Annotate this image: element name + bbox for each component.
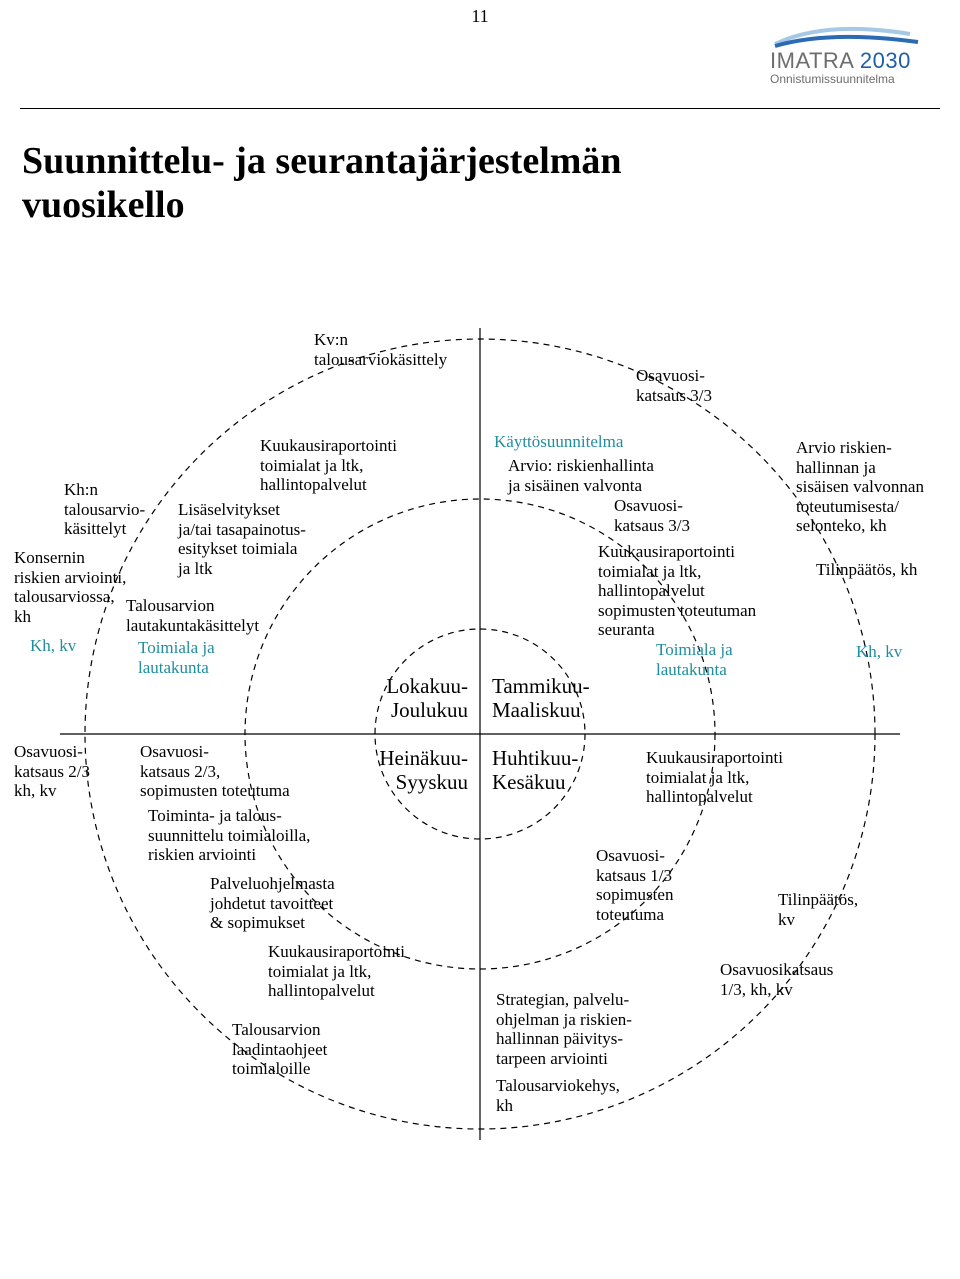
- q2-kehys-label: Talousarviokehys, kh: [496, 1076, 620, 1115]
- quarter-q4-label: Lokakuu- Joulukuu: [386, 674, 468, 722]
- q4-kuukausi-label: Kuukausiraportointi toimialat ja ltk, ha…: [260, 436, 397, 495]
- q2-osa13sop-label: Osavuosi- katsaus 1/3 sopimusten toteutu…: [596, 846, 673, 924]
- logo-subtitle: Onnistumissuunnitelma: [770, 72, 930, 86]
- q3-osa23sop-label: Osavuosi- katsaus 2/3, sopimusten toteut…: [140, 742, 290, 801]
- q4-osa23-label: Osavuosi- katsaus 2/3 kh, kv: [14, 742, 90, 801]
- q3-kuukausi-label: Kuukausiraportointi toimialat ja ltk, ha…: [268, 942, 405, 1001]
- q1-osa33-outer-label: Osavuosi- katsaus 3/3: [636, 366, 712, 405]
- q1-arvio-outer-label: Arvio riskien- hallinnan ja sisäisen val…: [796, 438, 924, 536]
- q3-laadinta-label: Talousarvion laadintaohjeet toimialoille: [232, 1020, 327, 1079]
- q4-talousarvion-label: Talousarvion lautakuntakäsittelyt: [126, 596, 259, 635]
- q4-kh-label: Kh:n talousarvio- käsittelyt: [64, 480, 145, 539]
- q1-tp-kh-label: Tilinpäätös, kh: [816, 560, 917, 580]
- quarter-q2-label: Huhtikuu- Kesäkuu: [492, 746, 578, 794]
- page-title: Suunnittelu- ja seurantajärjestelmän vuo…: [22, 140, 622, 227]
- title-line-2: vuosikello: [22, 184, 185, 226]
- q1-osa33-mid-label: Osavuosi- katsaus 3/3: [614, 496, 690, 535]
- q2-osa13-outer-label: Osavuosikatsaus 1/3, kh, kv: [720, 960, 833, 999]
- q2-kuukausi-label: Kuukausiraportointi toimialat ja ltk, ha…: [646, 748, 783, 807]
- q4-toimiala-label: Toimiala ja lautakunta: [138, 638, 215, 677]
- header-divider: [20, 108, 940, 109]
- title-line-1: Suunnittelu- ja seurantajärjestelmän: [22, 140, 622, 182]
- q4-lisa-label: Lisäselvitykset ja/tai tasapainotus- esi…: [178, 500, 306, 578]
- q4-kv-label: Kv:n talousarviokäsittely: [314, 330, 447, 369]
- q3-palvelu-label: Palveluohjelmasta johdetut tavoitteet & …: [210, 874, 335, 933]
- year-clock-diagram: Lokakuu- Joulukuu Tammikuu- Maaliskuu He…: [0, 324, 960, 1144]
- q4-konsernin-label: Konsernin riskien arviointi, talousarvio…: [14, 548, 126, 626]
- page-number: 11: [471, 6, 488, 27]
- q3-toiminta-label: Toiminta- ja talous- suunnittelu toimial…: [148, 806, 310, 865]
- q1-arvio-risk-label: Arvio: riskienhallinta ja sisäinen valvo…: [508, 456, 654, 495]
- quarter-q3-label: Heinäkuu- Syyskuu: [379, 746, 468, 794]
- logo-swoosh-icon: [770, 24, 930, 52]
- q1-toimiala-label: Toimiala ja lautakunta: [656, 640, 733, 679]
- q1-kaytto-label: Käyttösuunnitelma: [494, 432, 623, 452]
- q1-kuukausi-label: Kuukausiraportointi toimialat ja ltk, ha…: [598, 542, 756, 640]
- quarter-q1-label: Tammikuu- Maaliskuu: [492, 674, 590, 722]
- q2-tp-kv-label: Tilinpäätös, kv: [778, 890, 858, 929]
- q1-khkv-label: Kh, kv: [856, 642, 902, 662]
- q4-khkv-label: Kh, kv: [30, 636, 76, 656]
- q2-strategian-label: Strategian, palvelu- ohjelman ja riskien…: [496, 990, 632, 1068]
- logo: IMATRA 2030 Onnistumissuunnitelma: [770, 24, 930, 86]
